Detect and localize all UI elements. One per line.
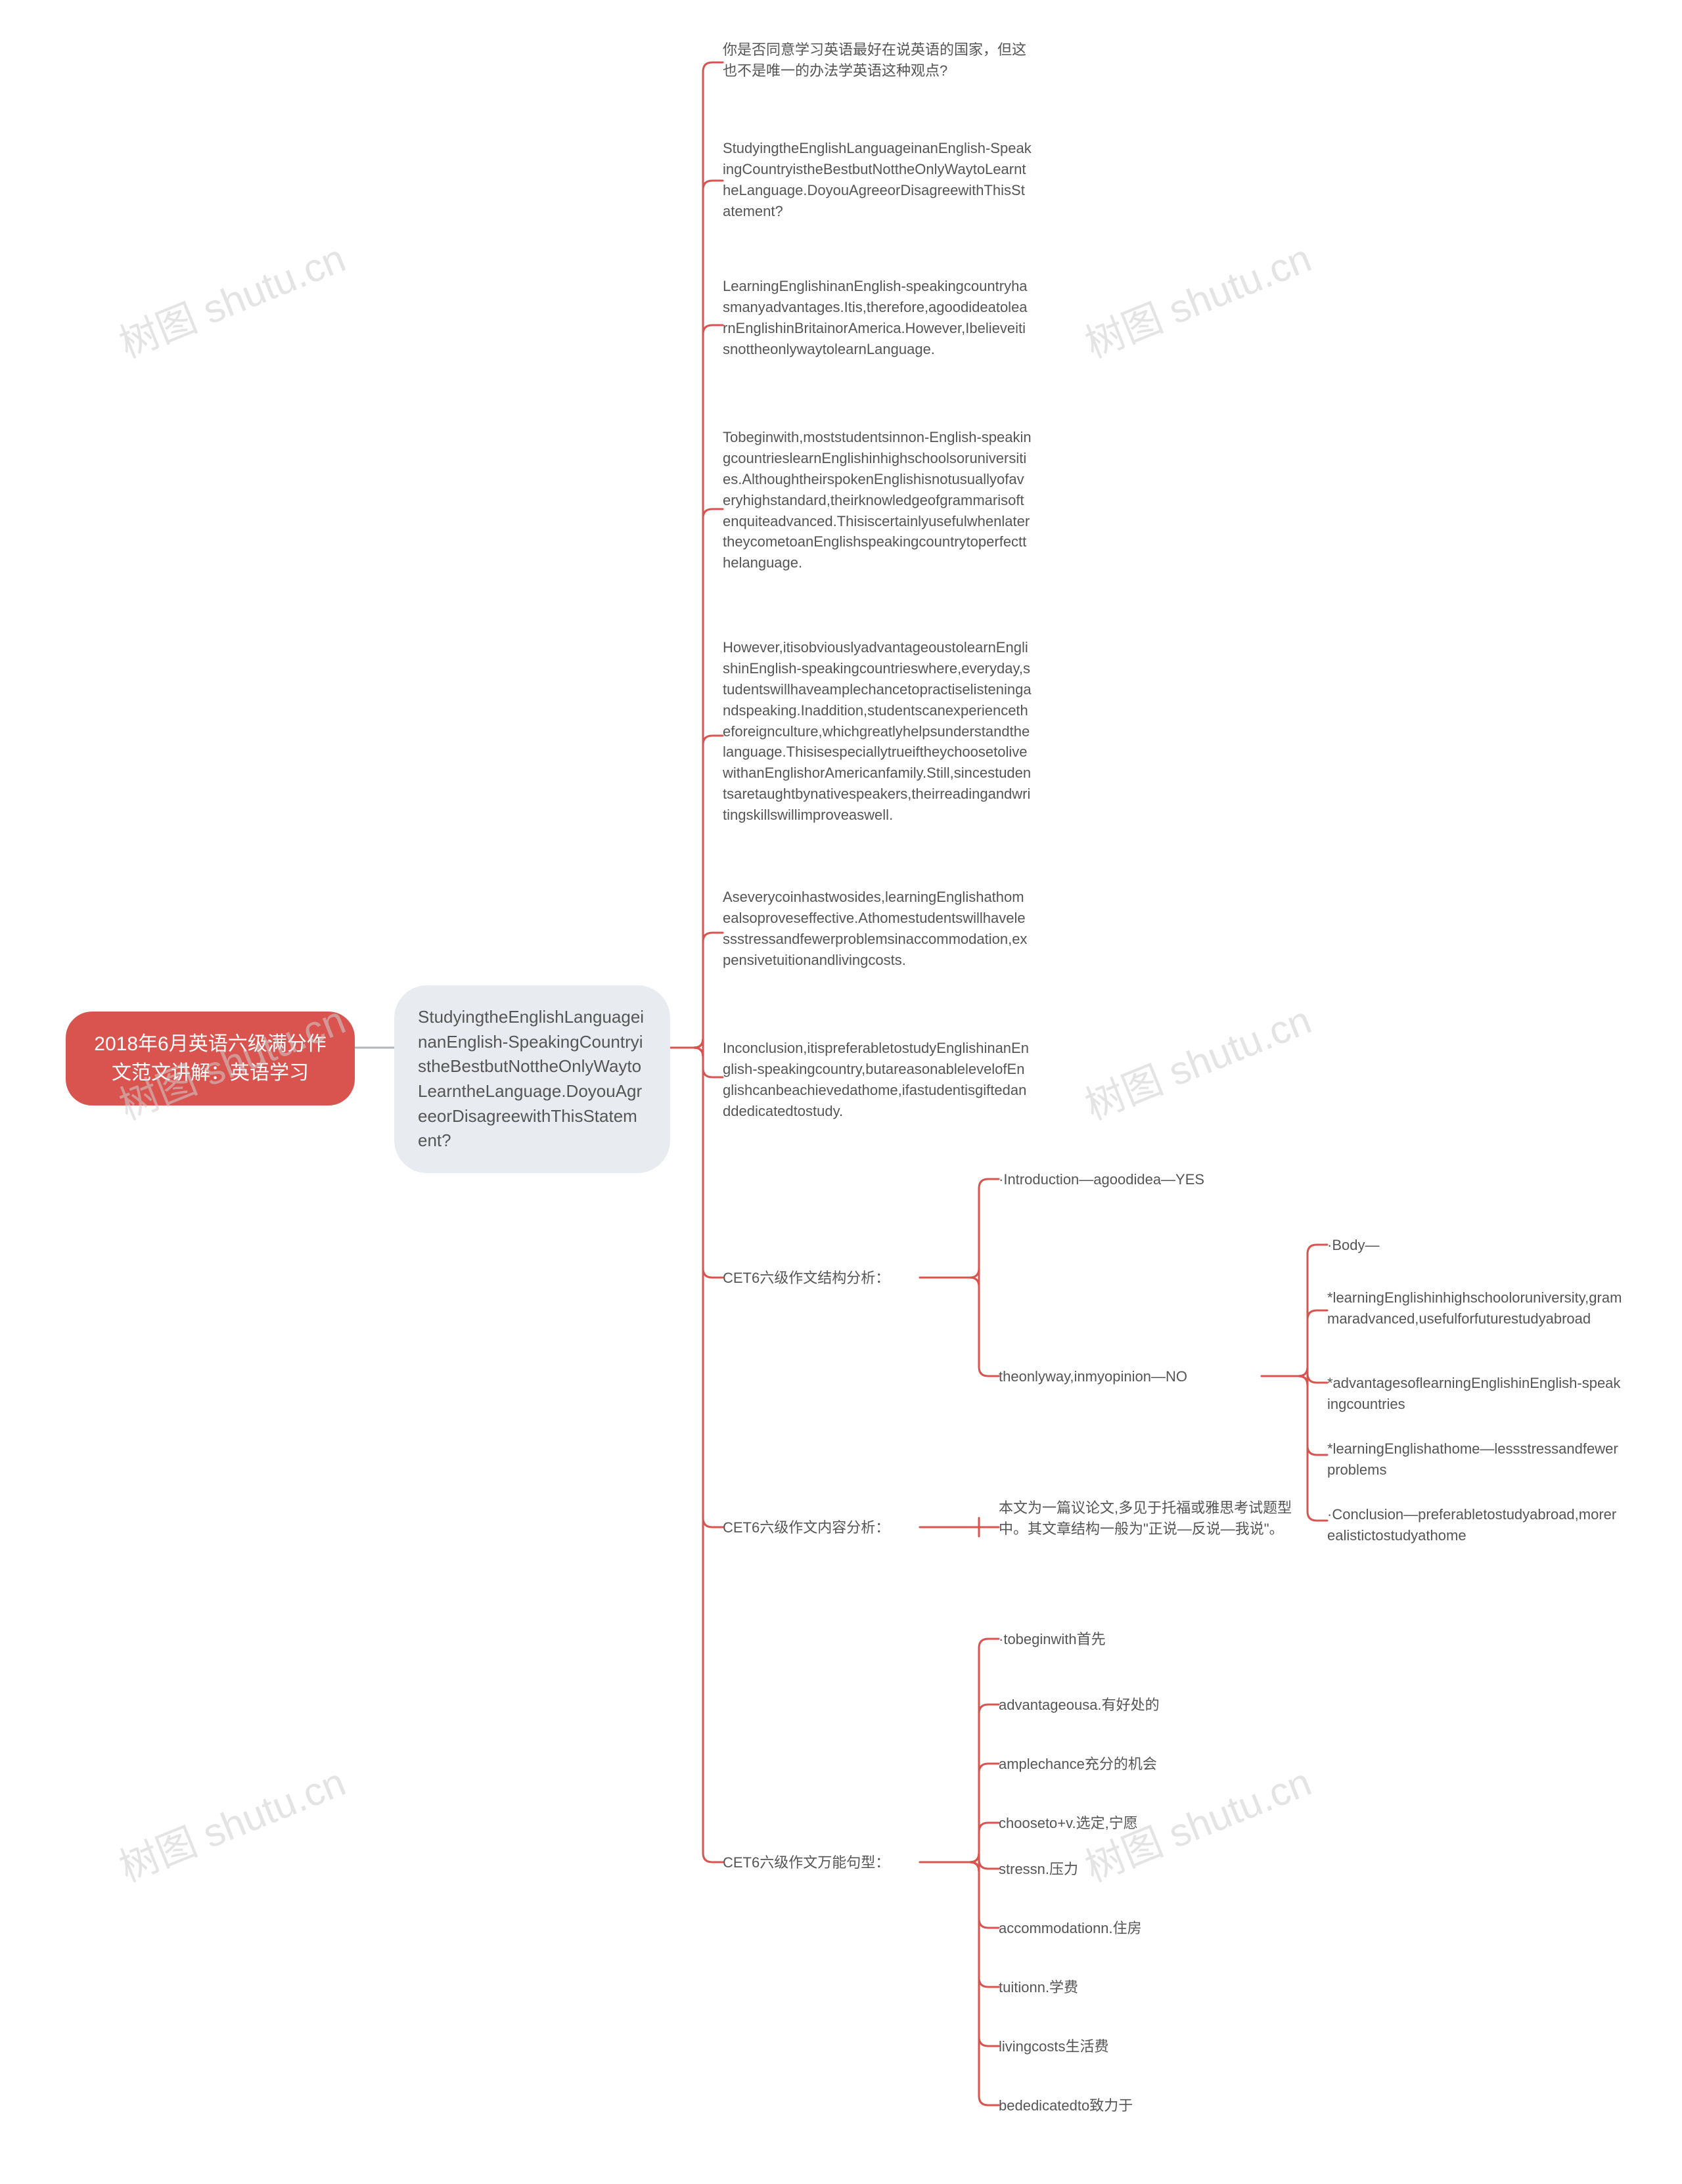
level3-n9-4: stressn.压力 (999, 1859, 1229, 1880)
root-node: 2018年6月英语六级满分作文范文讲解：英语学习 (66, 1012, 355, 1105)
watermark-0: 树图 shutu.cn (110, 227, 353, 369)
level3-n9-6: tuitionn.学费 (999, 1977, 1229, 1998)
level2-8: CET6六级作文内容分析： (723, 1517, 920, 1538)
level3-n9-8: bededicatedto致力于 (999, 2095, 1229, 2116)
mindmap-canvas: 2018年6月英语六级满分作文范文讲解：英语学习 StudyingtheEngli… (0, 0, 1682, 2184)
level4-n7b-3: *learningEnglishathome—lessstressandfewe… (1327, 1438, 1623, 1481)
level2-1: StudyingtheEnglishLanguageinanEnglish-Sp… (723, 138, 1032, 222)
watermark-4: 树图 shutu.cn (110, 1750, 353, 1893)
level2-7: CET6六级作文结构分析： (723, 1268, 920, 1289)
watermark-3: 树图 shutu.cn (1076, 989, 1319, 1131)
level3-n9-3: chooseto+v.选定,宁愿 (999, 1813, 1229, 1834)
level3-n9-5: accommodationn.住房 (999, 1918, 1229, 1939)
level2-2: LearningEnglishinanEnglish-speakingcount… (723, 276, 1032, 360)
level2-4: However,itisobviouslyadvantageoustolearn… (723, 637, 1032, 826)
watermark-1: 树图 shutu.cn (1076, 227, 1319, 369)
level2-6: Inconclusion,itispreferabletostudyEnglis… (723, 1038, 1032, 1122)
level3-n9-7: livingcosts生活费 (999, 2036, 1229, 2057)
level2-9: CET6六级作文万能句型： (723, 1852, 920, 1873)
level4-n7b-2: *advantagesoflearningEnglishinEnglish-sp… (1327, 1373, 1623, 1415)
level2-5: Aseverycoinhastwosides,learningEnglishat… (723, 887, 1032, 971)
level4-n7b-4: ·Conclusion—preferabletostudyabroad,more… (1327, 1504, 1623, 1546)
level4-n7b-1: *learningEnglishinhighschooloruniversity… (1327, 1287, 1623, 1329)
level3-n9-1: advantageousa.有好处的 (999, 1695, 1229, 1716)
level3-n9-0: ·tobeginwith首先 (999, 1629, 1229, 1650)
level3-n7-1: theonlyway,inmyopinion—NO (999, 1366, 1262, 1387)
level3-n9-2: amplechance充分的机会 (999, 1754, 1229, 1775)
level2-3: Tobeginwith,moststudentsinnon-English-sp… (723, 427, 1032, 573)
level3-n7-0: ·Introduction—agoodidea—YES (999, 1169, 1262, 1190)
level3-n8-0: 本文为一篇议论文,多见于托福或雅思考试题型中。其文章结构一般为"正说—反说—我说… (999, 1498, 1307, 1540)
level4-n7b-0: ·Body— (1327, 1235, 1623, 1256)
level1-node: StudyingtheEnglishLanguageinanEnglish-Sp… (394, 985, 670, 1173)
level2-0: 你是否同意学习英语最好在说英语的国家，但这也不是唯一的办法学英语这种观点? (723, 39, 1032, 81)
